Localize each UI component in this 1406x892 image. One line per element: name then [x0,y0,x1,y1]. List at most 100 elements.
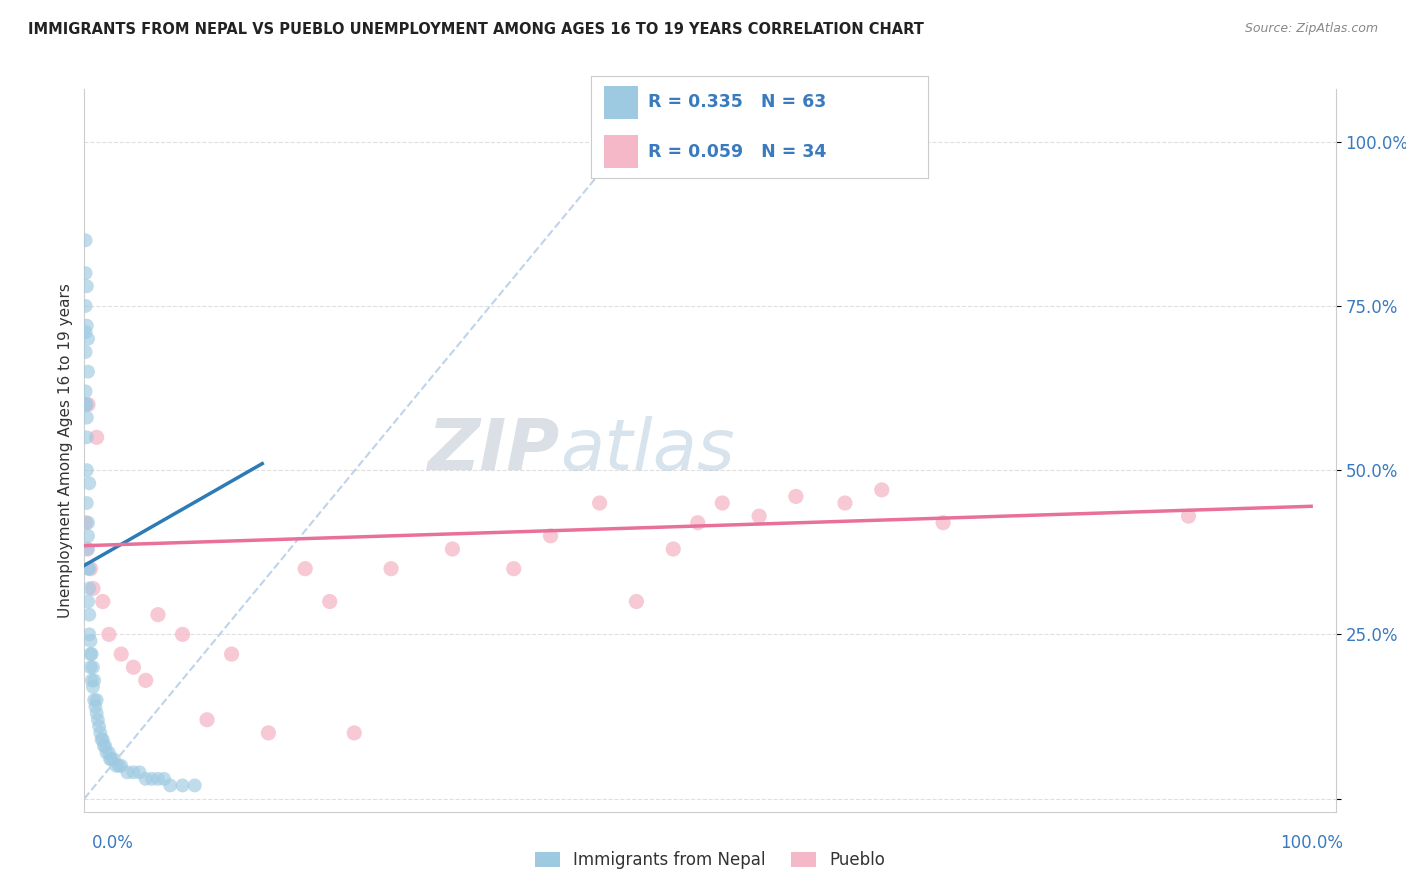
Point [1177,509,1199,524]
Point [540,529,562,543]
Point [75,233,97,247]
Point [686,516,709,530]
Point [441,541,464,556]
Point [141,772,163,786]
Point [75,325,97,339]
Point [159,779,181,793]
Point [75,384,97,399]
Point [380,562,402,576]
Point [76,318,98,333]
Point [82,680,104,694]
Point [135,673,157,688]
Point [77,594,100,608]
Point [80,673,103,688]
Text: 0.0%: 0.0% [91,834,134,852]
Point [122,660,145,674]
Point [87,713,110,727]
Point [77,529,100,543]
Point [75,299,97,313]
Text: R = 0.059   N = 34: R = 0.059 N = 34 [648,143,827,161]
Point [76,410,98,425]
Point [77,541,100,556]
Point [184,779,207,793]
Point [76,463,98,477]
Text: 100.0%: 100.0% [1279,834,1343,852]
Point [662,541,685,556]
Point [77,365,100,379]
Y-axis label: Unemployment Among Ages 16 to 19 years: Unemployment Among Ages 16 to 19 years [58,283,73,618]
Point [76,541,98,556]
Point [195,713,218,727]
Point [153,772,176,786]
Point [172,779,194,793]
Point [76,279,98,293]
Point [76,397,98,411]
Point [83,673,105,688]
Point [91,594,114,608]
Text: ZIP: ZIP [427,416,560,485]
Point [122,765,145,780]
Point [77,627,100,641]
Point [90,732,112,747]
Point [77,562,100,576]
Point [77,516,100,530]
Point [77,332,100,346]
Point [79,634,101,648]
Point [294,562,316,576]
Point [84,699,107,714]
Point [86,430,108,444]
Point [146,772,169,786]
Bar [605,87,638,119]
Point [172,627,194,641]
Point [711,496,734,510]
Point [117,765,139,780]
Point [110,647,132,661]
Point [77,582,100,596]
Point [834,496,856,510]
Point [77,397,100,411]
Point [87,719,110,733]
Point [86,706,108,721]
Point [502,562,524,576]
Point [76,496,98,510]
Point [75,345,97,359]
Point [748,509,770,524]
Point [86,693,108,707]
Point [107,758,129,772]
Point [91,732,114,747]
Point [77,607,100,622]
Point [128,765,150,780]
Text: IMMIGRANTS FROM NEPAL VS PUEBLO UNEMPLOYMENT AMONG AGES 16 TO 19 YEARS CORRELATI: IMMIGRANTS FROM NEPAL VS PUEBLO UNEMPLOY… [28,22,924,37]
Point [77,476,100,491]
Point [103,752,125,766]
Point [135,772,157,786]
Point [93,739,115,753]
Point [94,739,117,753]
Point [77,562,100,576]
Point [97,627,120,641]
Point [80,647,103,661]
Point [146,607,169,622]
Text: atlas: atlas [560,416,734,485]
Legend: Immigrants from Nepal, Pueblo: Immigrants from Nepal, Pueblo [529,845,891,876]
Point [257,726,280,740]
Point [82,582,104,596]
Point [221,647,243,661]
Point [98,752,121,766]
Point [870,483,893,497]
Point [75,397,97,411]
Bar [605,136,638,168]
Point [79,660,101,674]
Text: R = 0.335   N = 63: R = 0.335 N = 63 [648,94,827,112]
Point [626,594,648,608]
Text: Source: ZipAtlas.com: Source: ZipAtlas.com [1244,22,1378,36]
Point [588,496,610,510]
Point [97,746,120,760]
Point [79,562,101,576]
Point [110,758,132,772]
Point [105,758,128,772]
Point [785,490,807,504]
Point [89,726,111,740]
Point [75,266,97,280]
Point [79,647,101,661]
